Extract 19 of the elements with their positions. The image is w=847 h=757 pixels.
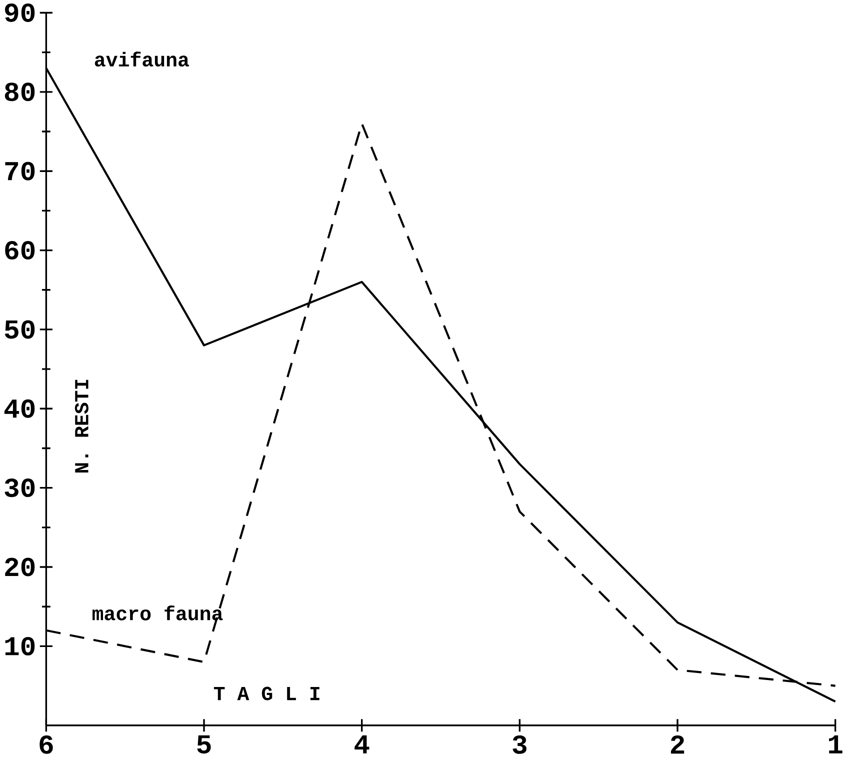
y-axis-title: N. RESTI bbox=[74, 380, 88, 472]
y-tick-label: 30 bbox=[4, 478, 35, 497]
x-tick-label: 2 bbox=[670, 735, 684, 754]
y-tick-label: 50 bbox=[4, 320, 35, 339]
y-tick-label: 40 bbox=[4, 399, 35, 418]
y-tick-label: 80 bbox=[4, 82, 35, 101]
x-tick-label: 3 bbox=[512, 735, 526, 754]
x-axis-title: T A G L I bbox=[214, 686, 320, 700]
y-tick-label: 60 bbox=[5, 240, 35, 260]
y-tick-label: 20 bbox=[5, 558, 35, 576]
x-tick-label: 4 bbox=[354, 735, 370, 754]
y-tick-label: 90 bbox=[5, 3, 35, 22]
x-tick-label: 6 bbox=[40, 735, 53, 754]
y-tick-label: 70 bbox=[5, 162, 35, 180]
y-tick-label: 10 bbox=[5, 636, 35, 656]
series-label: macro fauna bbox=[92, 605, 223, 620]
x-tick-label: 5 bbox=[197, 735, 211, 754]
x-tick-label: 1 bbox=[828, 735, 842, 754]
text: avifauna bbox=[94, 51, 189, 66]
